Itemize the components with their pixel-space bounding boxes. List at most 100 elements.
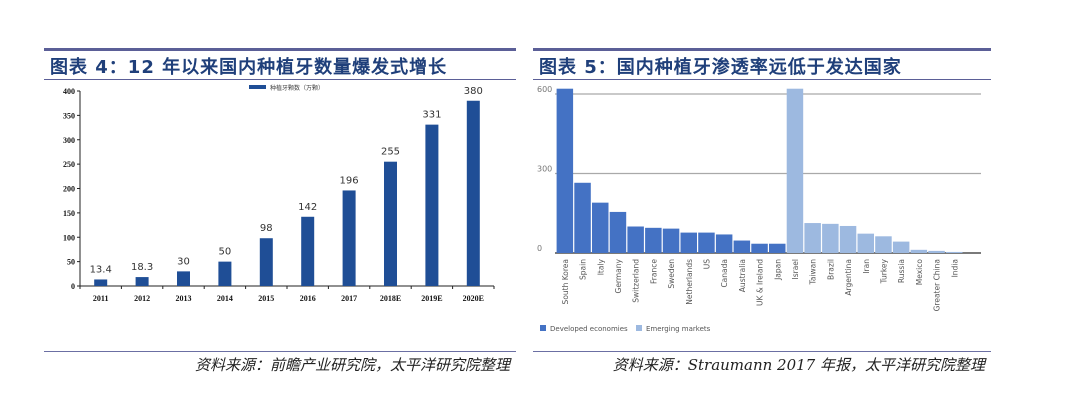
legend-label: Developed economies xyxy=(550,325,628,333)
x-tick-label: Australia xyxy=(738,259,747,292)
x-tick-label: Switzerland xyxy=(632,259,641,303)
bar xyxy=(259,238,273,286)
x-tick-label: South Korea xyxy=(561,259,570,304)
y-tick-label: 150 xyxy=(63,209,75,218)
x-tick-label: 2011 xyxy=(93,294,109,303)
bar xyxy=(751,243,768,253)
top-rule xyxy=(533,48,991,51)
x-tick-label: France xyxy=(649,259,658,284)
bar xyxy=(574,182,591,253)
x-tick-label: Iran xyxy=(862,259,871,274)
bar xyxy=(928,250,945,253)
x-tick-label: Russia xyxy=(897,259,906,283)
bar xyxy=(804,223,821,253)
chart-title: 图表 4：12 年以来国内种植牙数量爆发式增长 xyxy=(50,57,448,78)
x-tick-label: Israel xyxy=(791,259,800,280)
implant-volume-bar-chart: 0 50 100 150 200 250 300 350 400 13.4 2011 18.3 2012… xyxy=(63,84,495,303)
bar xyxy=(946,251,963,253)
implant-penetration-bar-chart: 0 300 600 South Korea Spain Italy Germany Switz… xyxy=(537,85,981,333)
x-tick-label: Argentina xyxy=(844,259,853,296)
bar xyxy=(680,232,697,253)
bar xyxy=(733,240,751,253)
y-tick-label: 350 xyxy=(63,111,75,120)
title-rule xyxy=(533,79,991,80)
x-tick-label: 2018E xyxy=(380,294,401,303)
data-label: 98 xyxy=(260,223,273,234)
legend-swatch-emerging xyxy=(636,325,642,331)
x-tick-label: Brazil xyxy=(826,259,835,280)
bar xyxy=(698,232,715,253)
data-label: 30 xyxy=(177,256,190,267)
data-label: 50 xyxy=(219,247,232,258)
data-label: 255 xyxy=(381,147,400,158)
bar xyxy=(839,225,857,253)
x-tick-label: 2017 xyxy=(341,294,357,303)
source-note: 资料来源：Straumann 2017 年报，太平洋研究院整理 xyxy=(612,356,985,374)
bar xyxy=(425,124,439,286)
bar xyxy=(342,190,356,286)
x-tick-label: 2012 xyxy=(134,294,150,303)
y-tick-label: 100 xyxy=(63,233,75,242)
bottom-rule xyxy=(533,351,991,352)
x-tick-label: Greater China xyxy=(933,259,942,311)
x-tick-label: 2016 xyxy=(300,294,316,303)
bar xyxy=(645,227,662,253)
bottom-rule xyxy=(44,351,516,352)
title-rule xyxy=(44,79,516,80)
y-tick-label: 0 xyxy=(71,282,75,291)
x-tick-label: India xyxy=(950,259,959,277)
x-tick-label: Taiwan xyxy=(809,259,818,286)
bar xyxy=(822,223,839,253)
bar xyxy=(715,234,733,253)
y-tick-label: 400 xyxy=(63,87,75,96)
bar xyxy=(135,277,149,286)
x-tick-label: Italy xyxy=(596,258,605,275)
bar xyxy=(857,233,874,253)
x-tick-label: 2014 xyxy=(217,294,233,303)
y-tick-label: 0 xyxy=(537,244,542,253)
y-tick-label: 600 xyxy=(537,85,552,94)
data-label: 380 xyxy=(464,86,483,97)
x-tick-label: 2013 xyxy=(176,294,192,303)
data-label: 13.4 xyxy=(90,264,112,275)
legend-label: Emerging markets xyxy=(646,325,711,333)
x-tick-label: Germany xyxy=(614,258,623,293)
y-tick-label: 300 xyxy=(537,165,552,174)
bar xyxy=(910,249,928,253)
bar xyxy=(177,271,190,286)
chart-title: 图表 5：国内种植牙渗透率远低于发达国家 xyxy=(539,57,902,78)
bar xyxy=(592,202,609,253)
x-tick-label: Netherlands xyxy=(685,259,694,305)
bar xyxy=(218,261,232,286)
data-label: 142 xyxy=(298,202,317,213)
legend-swatch xyxy=(249,85,266,89)
bar xyxy=(466,100,480,286)
bar xyxy=(786,88,804,253)
x-tick-label: 2020E xyxy=(463,294,484,303)
x-tick-label: UK & Ireland xyxy=(756,259,765,306)
x-tick-label: Japan xyxy=(773,259,782,281)
y-tick-label: 200 xyxy=(63,185,75,194)
x-tick-label: Sweden xyxy=(667,259,676,289)
bar xyxy=(662,228,680,253)
bar xyxy=(556,88,574,253)
bar xyxy=(627,226,644,253)
top-rule xyxy=(44,48,516,51)
x-tick-label: Canada xyxy=(720,259,729,288)
bar xyxy=(769,243,786,253)
data-label: 18.3 xyxy=(131,262,153,273)
data-label: 196 xyxy=(340,175,359,186)
legend-label: 种植牙颗数（万颗） xyxy=(270,84,324,92)
x-tick-label: Mexico xyxy=(915,259,924,286)
bar xyxy=(384,161,397,286)
bar xyxy=(892,241,910,253)
x-tick-label: Turkey xyxy=(879,258,888,284)
x-tick-label: US xyxy=(702,259,711,269)
bar xyxy=(875,236,892,253)
y-tick-label: 50 xyxy=(67,258,75,267)
data-label: 331 xyxy=(422,110,441,121)
x-tick-label: 2019E xyxy=(421,294,442,303)
source-note: 资料来源：前瞻产业研究院，太平洋研究院整理 xyxy=(194,356,510,374)
y-tick-label: 300 xyxy=(63,136,75,145)
bar xyxy=(609,211,627,253)
